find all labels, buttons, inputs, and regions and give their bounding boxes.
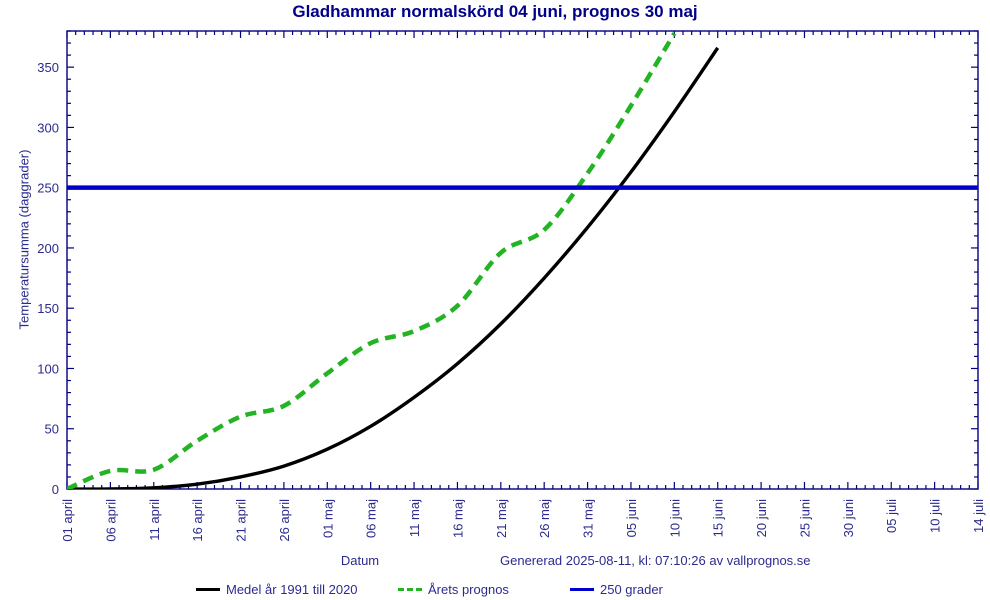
svg-text:21 april: 21 april: [234, 499, 249, 542]
legend-swatch-icon: [570, 582, 594, 596]
svg-text:200: 200: [37, 241, 59, 256]
svg-text:05 juli: 05 juli: [884, 499, 899, 533]
svg-text:11 maj: 11 maj: [407, 499, 422, 537]
chart-title: Gladhammar normalskörd 04 juni, prognos …: [292, 2, 698, 21]
svg-text:100: 100: [37, 361, 59, 376]
svg-text:150: 150: [37, 301, 59, 316]
svg-text:20 juni: 20 juni: [754, 499, 769, 537]
svg-text:26 april: 26 april: [277, 499, 292, 542]
svg-text:25 juni: 25 juni: [797, 499, 812, 537]
svg-text:01 maj: 01 maj: [320, 499, 335, 538]
svg-text:350: 350: [37, 60, 59, 75]
svg-text:30 juni: 30 juni: [841, 499, 856, 537]
svg-text:15 juni: 15 juni: [711, 499, 726, 537]
svg-text:05 juni: 05 juni: [624, 499, 639, 537]
svg-text:16 april: 16 april: [190, 499, 205, 542]
svg-text:11 april: 11 april: [147, 499, 162, 541]
svg-text:31 maj: 31 maj: [581, 499, 596, 538]
svg-text:10 juli: 10 juli: [928, 499, 943, 533]
legend-label: Medel år 1991 till 2020: [226, 581, 358, 597]
axes: [66, 30, 979, 490]
svg-text:21 maj: 21 maj: [494, 499, 509, 538]
legend-swatch-icon: [398, 582, 422, 596]
svg-text:50: 50: [45, 422, 59, 437]
generated-stamp: Genererad 2025-08-11, kl: 07:10:26 av va…: [500, 553, 811, 568]
svg-text:06 maj: 06 maj: [364, 499, 379, 538]
svg-text:300: 300: [37, 120, 59, 135]
chart-legend: Medel år 1991 till 2020 Årets prognos 250 …: [0, 578, 990, 600]
svg-text:16 maj: 16 maj: [450, 499, 465, 538]
svg-text:0: 0: [52, 482, 59, 497]
svg-text:250: 250: [37, 181, 59, 196]
tick-labels: 0 50 100 150 200 250 300 350 01 april 06 april 11 …: [37, 60, 986, 541]
svg-text:14 juli: 14 juli: [971, 499, 986, 533]
legend-item-3: 250 grader: [570, 578, 663, 600]
svg-text:10 juni: 10 juni: [667, 499, 682, 537]
legend-label: 250 grader: [600, 581, 663, 597]
x-axis-label: Datum: [340, 553, 380, 568]
legend-swatch-icon: [196, 582, 220, 596]
svg-text:26 maj: 26 maj: [537, 499, 552, 538]
legend-item-2: Årets prognos: [398, 578, 509, 600]
legend-label: Årets prognos: [428, 581, 509, 597]
data-series: [67, 32, 978, 489]
svg-text:06 april: 06 april: [103, 499, 118, 542]
legend-item-1: Medel år 1991 till 2020: [196, 578, 358, 600]
svg-text:01 april: 01 april: [60, 499, 75, 542]
